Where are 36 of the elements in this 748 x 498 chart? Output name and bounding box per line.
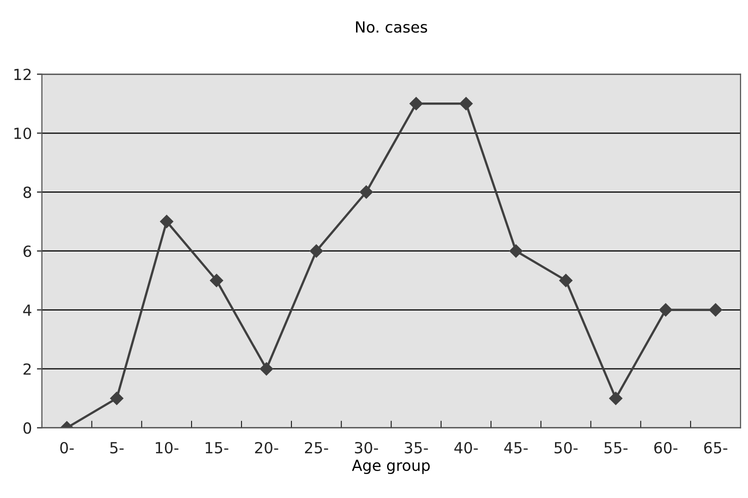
x-tick-label: 5- [110, 442, 124, 454]
point [659, 303, 672, 317]
y-tick-label: 2 [24, 363, 31, 375]
point [459, 97, 473, 110]
y-tick-label: 0 [23, 422, 32, 434]
point [160, 214, 174, 228]
x-tick-label: 40- [454, 442, 478, 454]
x-tick-label: 10- [156, 442, 178, 454]
y-tick-label: 4 [23, 304, 32, 316]
y-tick-label: 12 [14, 68, 31, 80]
x-tick-label: 20- [255, 442, 278, 454]
point [410, 97, 423, 110]
x-tick-label: 0- [60, 442, 74, 454]
x-axis-title: Age group [352, 460, 430, 474]
x-tick-label: 15- [206, 442, 228, 454]
x-tick-label: 45- [504, 442, 528, 454]
x-tick-label: 55- [604, 442, 628, 454]
x-tick-label: 65- [704, 442, 728, 454]
y-tick-label: 10 [14, 128, 32, 140]
point [509, 244, 523, 258]
y-tick-label: 6 [24, 245, 32, 258]
x-tick-label: 30- [354, 442, 378, 454]
point [559, 274, 572, 288]
point [210, 274, 224, 288]
y-tick-label: 8 [23, 186, 32, 198]
point [609, 392, 622, 405]
x-tick-label: 50- [554, 442, 578, 454]
point [310, 244, 323, 258]
point [260, 362, 274, 376]
x-tick-label: 60- [654, 442, 678, 454]
point [708, 303, 722, 317]
x-tick-label: 35- [404, 442, 428, 454]
point [110, 392, 124, 405]
point [360, 185, 373, 199]
chart-title: No. cases [356, 21, 428, 33]
x-tick-label: 25- [304, 442, 328, 454]
